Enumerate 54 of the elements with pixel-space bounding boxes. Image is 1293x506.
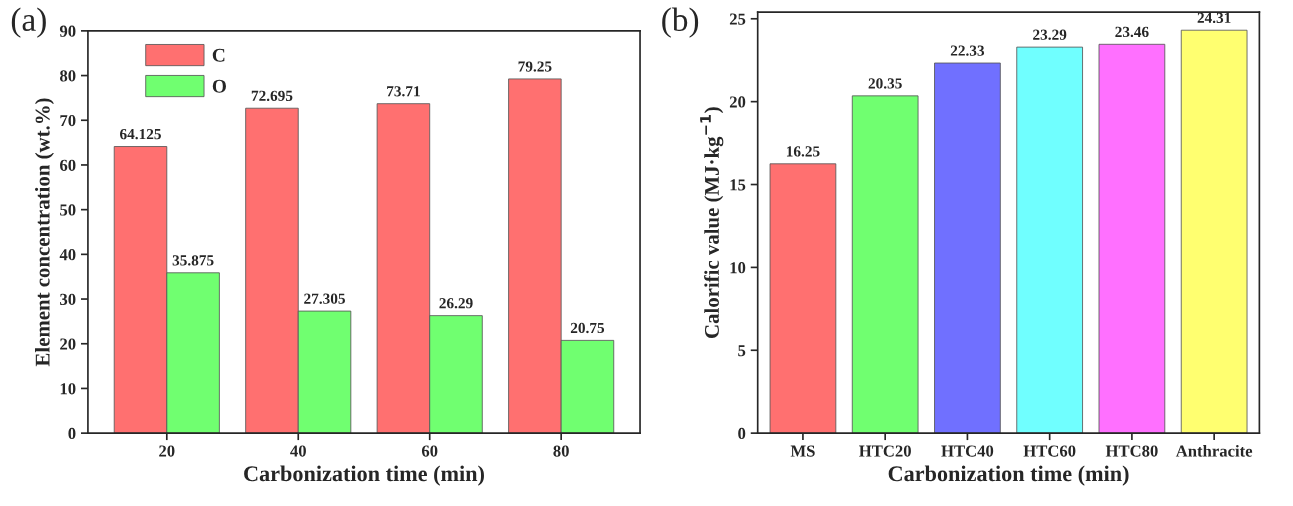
data-label: 24.31 [1197,12,1231,24]
x-tick-label: 60 [421,445,438,457]
bar [769,163,837,434]
bar [1016,46,1083,434]
y-tick-label: 50 [60,204,76,216]
x-tick-label: HTC80 [1105,445,1158,457]
x-axis-title: Carbonization time (min) [888,465,1129,486]
y-tick-label: 20 [729,96,746,108]
y-tick-label: 20 [60,338,76,350]
y-tick-label: 0 [68,427,76,440]
data-label: 20.35 [868,78,902,89]
data-label: 23.29 [1033,29,1067,40]
x-tick-label: Anthracite [1175,444,1253,457]
bar [851,95,919,434]
y-tick-label: 40 [59,249,76,261]
data-label: 20.75 [570,322,605,334]
y-tick-label: 70 [60,114,76,127]
x-tick-label: 40 [290,445,306,457]
data-label: 16.25 [786,146,820,157]
text: (a) [11,7,46,38]
y-tick-label: 90 [59,25,76,37]
data-label: 72.695 [251,90,293,102]
x-tick-label: MS [790,445,815,457]
y-tick-label: 25 [729,13,746,25]
data-label: 26.29 [439,298,473,309]
y-tick-label: 30 [60,293,76,305]
data-label: 64.125 [120,128,161,140]
data-label: 27.305 [304,293,345,304]
x-tick-label: 20 [159,445,175,457]
bar [1098,43,1166,434]
y-tick-label: 10 [60,383,76,395]
legend-label: C [212,48,225,62]
x-tick-label: 80 [553,445,569,457]
data-label: 73.71 [387,86,420,97]
y-tick-label: 0 [738,427,746,440]
y-tick-label: 15 [730,179,746,191]
x-axis-title: Carbonization time (min) [244,465,484,486]
text: (b) [662,7,699,38]
data-label: 35.875 [172,255,214,266]
bar [1180,29,1248,434]
y-tick-label: 60 [60,159,76,171]
y-tick-label: 10 [730,262,746,274]
data-label: 23.46 [1115,26,1149,38]
y-axis-title: Calorific value (MJ·kg$^{−1}$) [700,107,724,338]
x-tick-label: HTC60 [1023,445,1076,457]
y-tick-label: 80 [60,70,76,82]
legend-label: O [212,79,226,93]
y-tick-label: 5 [738,345,746,357]
data-label: 79.25 [518,61,552,72]
y-axis-title: Element concentration (wt.%) [35,98,54,367]
x-tick-label: HTC40 [941,445,994,457]
x-tick-label: HTC20 [859,445,911,457]
bar [934,62,1001,434]
data-label: 22.33 [950,45,985,56]
